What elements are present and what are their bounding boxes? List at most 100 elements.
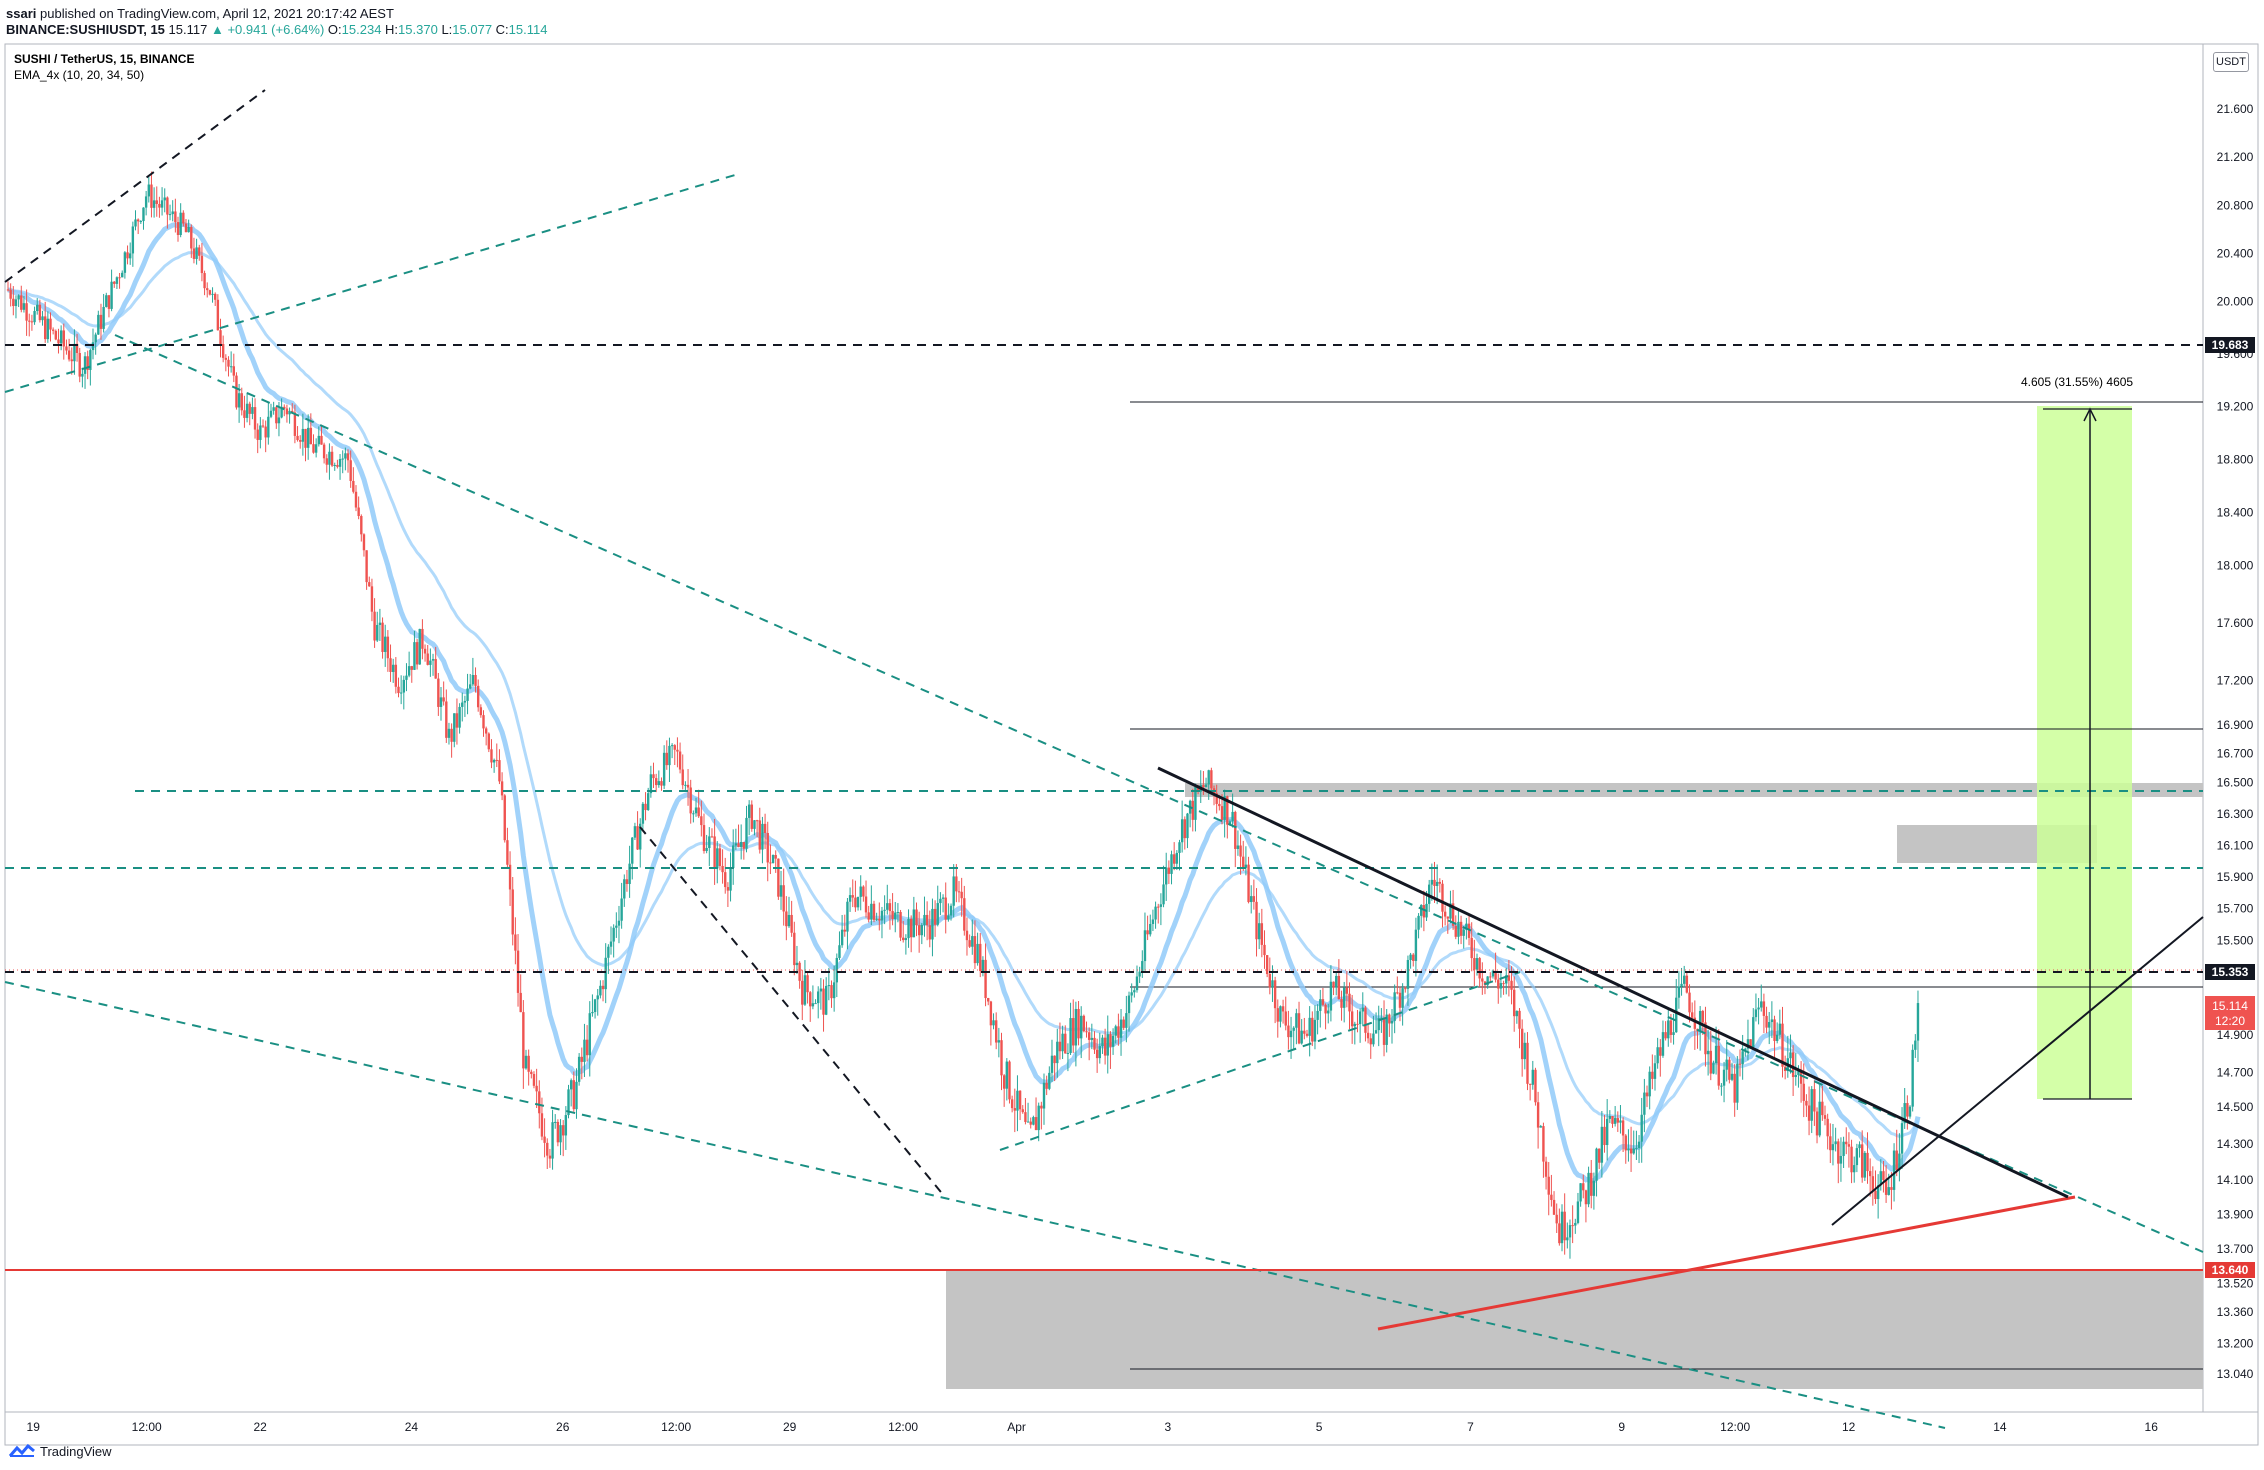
candle [399,675,403,705]
candle [288,407,291,424]
price-axis: 21.60021.20020.80020.40020.00019.60019.2… [2217,102,2254,1381]
candle-body [1433,879,1436,886]
candle [1106,1015,1109,1074]
candle [83,352,87,389]
candle [1871,1166,1875,1206]
candle [1308,1006,1311,1057]
candle-body [909,918,913,938]
candle-body [1242,856,1245,868]
candle [840,914,844,948]
candle-body [1406,959,1410,989]
candle-body [1574,1222,1577,1226]
candle [713,818,716,885]
candle-body [1749,1039,1752,1048]
candle [750,800,754,832]
candle-body [1914,1040,1917,1050]
candle-body [1853,1165,1856,1173]
price-tag-last: 15.114 12:20 [2205,996,2255,1030]
candle-body [256,429,259,440]
candle [1414,917,1418,977]
candle-body [38,304,42,321]
candle-body [1754,1009,1758,1018]
candle-body [466,688,469,701]
candle-body [745,817,748,849]
candle-body [1002,1075,1006,1089]
brand-footer[interactable]: TradingView [8,1443,112,1459]
candle-body [272,407,275,411]
candle [402,675,406,710]
candle-body [474,674,477,686]
candle [684,781,687,792]
candle [1911,1044,1914,1112]
candle [1289,1016,1293,1059]
candle [1648,1066,1651,1110]
candle [527,1049,530,1086]
candle [1720,1083,1723,1096]
candle-body [1196,786,1200,792]
candle-body [878,918,881,921]
candle-body [267,416,270,438]
candle [1311,1011,1314,1047]
candle [1366,1024,1370,1044]
candle [1895,1129,1898,1177]
candle [203,270,206,296]
candle-body [500,781,504,796]
candle-body [370,586,374,612]
candle [1443,905,1447,926]
candle-body [854,897,857,908]
candle [771,854,775,864]
candle-body [397,686,400,694]
candle [686,769,690,806]
candle-body [1103,1037,1107,1056]
candle-body [620,898,623,921]
candle-body [1725,1059,1728,1070]
candle-body [564,1115,568,1136]
candle [405,663,408,692]
candle-body [142,207,145,222]
currency-button[interactable]: USDT [2213,52,2249,72]
candle-body [647,793,650,811]
candle-body [285,408,289,415]
candle [1170,850,1173,885]
candle-body [532,1074,536,1086]
candle-body [1260,923,1264,945]
candle-body [299,440,302,442]
candle [763,813,767,849]
candle [1722,1061,1726,1103]
candle [721,849,724,884]
candle [190,224,193,258]
candle-body [389,658,392,672]
candle-body [1085,1031,1088,1033]
candle-body [1571,1225,1574,1227]
measure-lines [1130,401,2203,1370]
candle-body [721,865,724,873]
candle-body [322,444,326,459]
candle-body [588,1013,591,1056]
candle-body [726,887,730,891]
candle-body [1250,896,1253,903]
candle [668,737,671,782]
candle-body [237,393,241,408]
candle [1675,979,1678,1033]
candle-body [1813,1089,1816,1112]
candle-body [960,891,963,899]
candle [1821,1085,1824,1121]
candle [1598,1148,1601,1170]
candle-body [1042,1082,1046,1109]
candle [1807,1086,1811,1136]
candle [548,1148,552,1168]
candle-body [70,359,73,362]
black-dashed-lines [4,89,2203,1198]
candle-body [203,273,206,289]
candle-body [530,1071,533,1075]
candle-body [1122,1019,1125,1028]
candle-body [686,784,690,788]
candle-body [1526,1042,1529,1084]
candle [559,1119,562,1156]
candle [1061,1025,1064,1060]
candle [511,876,514,946]
candle [1876,1174,1880,1219]
candle-body [1117,1026,1120,1038]
candle [36,298,39,315]
